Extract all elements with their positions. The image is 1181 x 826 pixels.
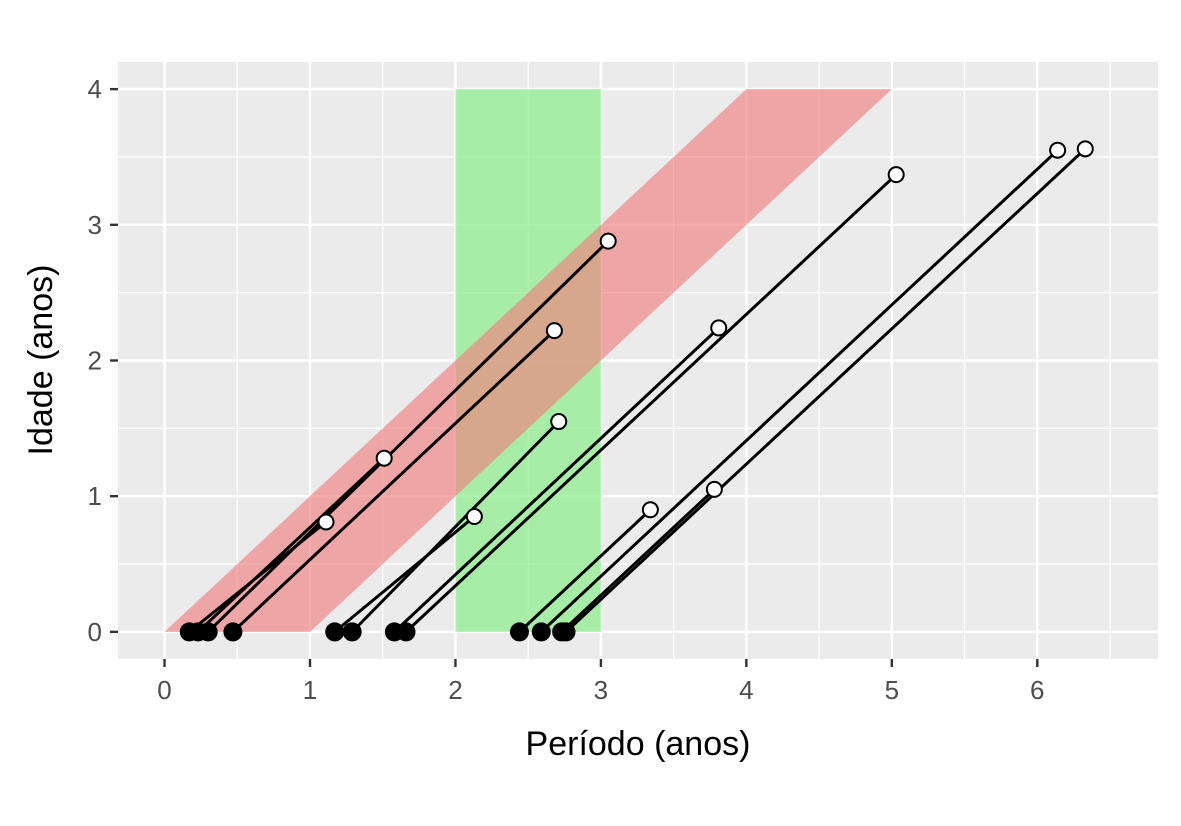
- entry-point: [198, 622, 218, 642]
- x-tick-label: 2: [448, 675, 462, 705]
- lifeline: [560, 488, 716, 633]
- entry-point: [556, 622, 576, 642]
- exit-point: [317, 513, 335, 531]
- x-tick-label: 3: [594, 675, 608, 705]
- exit-point: [599, 232, 617, 250]
- exit-point: [465, 508, 483, 526]
- lifeline: [518, 508, 652, 633]
- x-tick-label: 4: [739, 675, 753, 705]
- lifeline: [404, 173, 898, 633]
- lifeline: [564, 147, 1087, 633]
- exit-point: [1049, 141, 1067, 159]
- y-tick-label: 3: [88, 210, 102, 240]
- axes: 0 1 2 3 4 5 6 0 1 2 3 4: [88, 74, 1045, 705]
- lifeline: [207, 240, 610, 633]
- y-tick-label: 0: [88, 617, 102, 647]
- exit-point: [887, 166, 905, 184]
- x-tick-label: 5: [885, 675, 899, 705]
- y-tick-label: 4: [88, 74, 102, 104]
- exit-point: [375, 449, 393, 467]
- lifeline: [540, 149, 1059, 633]
- exit-point: [641, 501, 659, 519]
- lifelines: [188, 147, 1087, 634]
- exit-point: [550, 413, 568, 431]
- points: [179, 140, 1094, 642]
- exit-point: [1076, 140, 1094, 158]
- x-axis-title: Período (anos): [526, 725, 751, 763]
- y-tick-label: 1: [88, 481, 102, 511]
- entry-point: [342, 622, 362, 642]
- entry-point: [531, 622, 551, 642]
- exit-point: [545, 322, 563, 340]
- entry-point: [396, 622, 416, 642]
- exit-point: [710, 319, 728, 337]
- lifeline: [393, 326, 720, 633]
- lifeline: [196, 457, 386, 633]
- lifeline: [351, 420, 560, 633]
- lifeline: [231, 329, 556, 633]
- entry-point: [223, 622, 243, 642]
- x-tick-label: 1: [303, 675, 317, 705]
- lifeline: [333, 515, 476, 634]
- x-tick-label: 6: [1030, 675, 1044, 705]
- x-tick-label: 0: [157, 675, 171, 705]
- exit-point: [705, 480, 723, 498]
- entry-point: [325, 622, 345, 642]
- y-tick-label: 2: [88, 346, 102, 376]
- entry-point: [509, 622, 529, 642]
- y-axis-title: Idade (anos): [22, 265, 60, 456]
